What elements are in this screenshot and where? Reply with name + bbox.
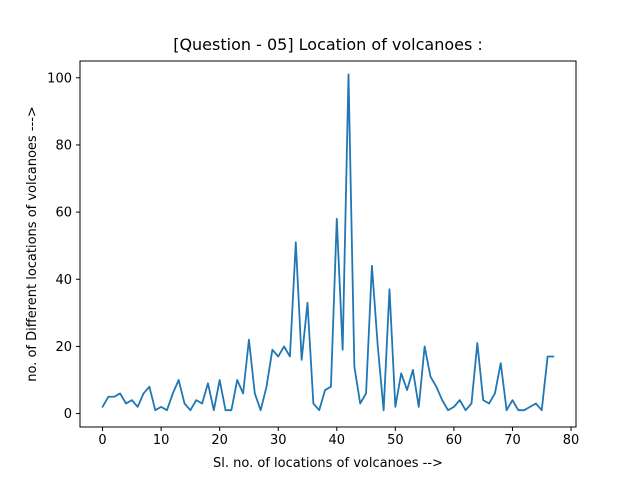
chart-title: [Question - 05] Location of volcanoes : [173,35,483,54]
x-tick-label: 50 [387,433,404,448]
x-axis-label: Sl. no. of locations of volcanoes --> [213,456,443,471]
series-line-0 [101,73,555,412]
x-axis-ticks: 0 10 20 30 40 50 60 70 80 [98,427,579,448]
y-tick-label: 40 [55,273,72,288]
x-tick-label: 20 [211,433,228,448]
x-tick-label: 80 [563,433,580,448]
plot-frame [79,60,577,428]
x-tick-label: 10 [153,433,170,448]
x-tick-label: 0 [98,433,106,448]
x-tick-label: 40 [329,433,346,448]
series-layer [101,73,555,412]
x-tick-label: 70 [504,433,521,448]
y-tick-label: 0 [64,407,72,422]
x-tick-label: 60 [446,433,463,448]
y-axis-label: no. of Different locations of volcanoes … [25,106,40,382]
y-tick-label: 80 [55,138,72,153]
y-tick-label: 100 [47,71,72,86]
y-tick-label: 60 [55,206,72,221]
plot-area [79,60,577,428]
y-axis-ticks: 0 20 40 60 80 100 [47,71,80,422]
x-tick-label: 30 [270,433,287,448]
y-tick-label: 20 [55,340,72,355]
